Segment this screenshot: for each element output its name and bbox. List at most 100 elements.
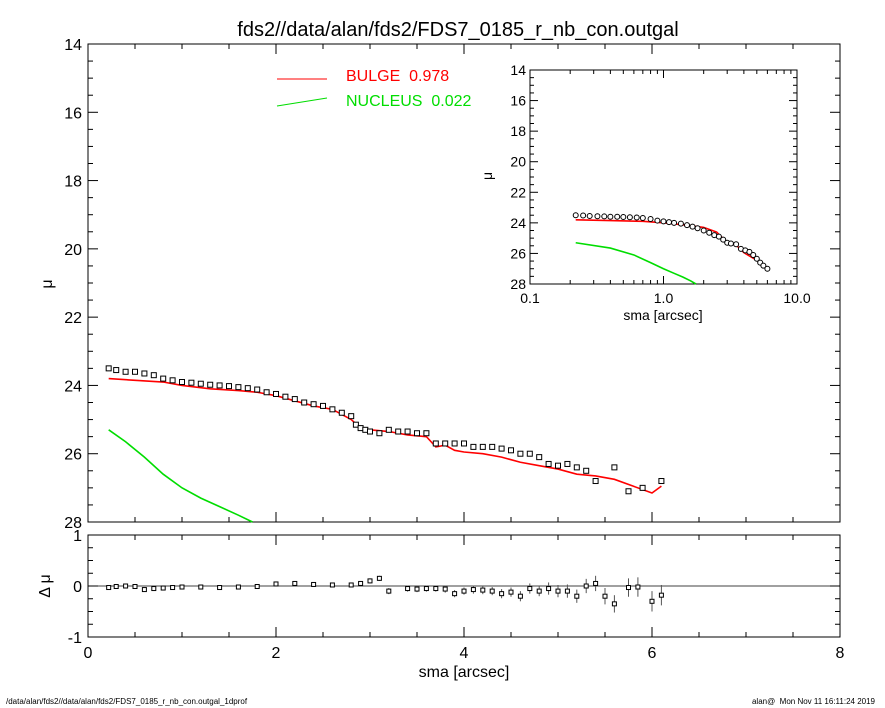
main-x-ticks xyxy=(87,44,841,522)
data-point xyxy=(150,372,157,379)
data-point xyxy=(113,367,120,374)
residual-point xyxy=(527,586,533,592)
data-point xyxy=(700,227,707,234)
residual-point xyxy=(329,582,335,588)
residual-point xyxy=(574,593,580,599)
y-tick-label: 22 xyxy=(64,310,82,327)
data-point xyxy=(607,213,614,220)
legend-nucleus-label: NUCLEUS 0.022 xyxy=(346,93,471,110)
data-point xyxy=(348,413,355,420)
data-point xyxy=(715,233,722,240)
inset-x-axis-label: sma [arcsec] xyxy=(623,307,702,323)
data-point xyxy=(310,401,317,408)
data-point xyxy=(479,443,486,450)
residual-point xyxy=(433,586,439,592)
data-point xyxy=(639,484,646,491)
data-point xyxy=(414,430,420,437)
data-point xyxy=(654,217,661,224)
data-point xyxy=(423,430,430,437)
residual-point xyxy=(452,591,458,597)
footer-file-path: /data/alan/fds2//data/alan/fds2/FDS7_018… xyxy=(6,697,248,706)
y-tick-label: 16 xyxy=(510,93,526,109)
main-y-ticks: 14 16 18 20 22 24 26 28 xyxy=(64,37,840,532)
residual-point xyxy=(414,586,420,592)
data-point xyxy=(753,255,760,262)
chart-title: fds2//data/alan/fds2/FDS7_0185_r_nb_con.… xyxy=(237,19,678,41)
data-point xyxy=(226,383,232,390)
data-point xyxy=(580,212,587,219)
residual-point xyxy=(626,585,631,591)
x-tick-label: 2 xyxy=(272,645,281,662)
data-point xyxy=(470,443,477,450)
x-tick-label: 0 xyxy=(84,645,93,662)
y-tick-label: 16 xyxy=(64,105,82,122)
data-point xyxy=(451,440,458,447)
residual-point xyxy=(358,580,364,586)
data-point xyxy=(572,212,579,219)
residual-point xyxy=(461,588,467,594)
data-point xyxy=(733,241,740,248)
data-point xyxy=(291,396,298,403)
data-point xyxy=(647,216,654,223)
residual-point xyxy=(235,584,241,590)
data-point xyxy=(592,478,599,485)
y-tick-label: 20 xyxy=(64,242,82,259)
y-tick-label: 24 xyxy=(64,378,82,395)
residual-point xyxy=(376,575,382,581)
residual-point xyxy=(611,601,617,607)
inset-plot-frame xyxy=(529,69,798,285)
x-tick-label: 0.1 xyxy=(520,290,540,306)
data-point xyxy=(660,218,667,225)
data-point xyxy=(132,368,138,375)
residual-point xyxy=(555,588,561,594)
residual-series xyxy=(106,575,664,613)
y-tick-label: 28 xyxy=(510,276,526,292)
data-point xyxy=(689,223,696,230)
residual-point xyxy=(198,584,204,590)
y-tick-label: -1 xyxy=(68,630,82,647)
data-point xyxy=(197,380,204,387)
footer-timestamp: alan@ Mon Nov 11 16:11:24 2019 xyxy=(751,697,875,706)
data-point xyxy=(263,389,270,396)
data-point xyxy=(639,214,646,221)
residual-point xyxy=(649,598,655,604)
data-point xyxy=(320,402,326,409)
data-point xyxy=(273,390,279,397)
residual-point xyxy=(367,578,373,584)
data-point xyxy=(620,214,627,221)
legend-bulge-label: BULGE 0.978 xyxy=(346,68,449,85)
inset-y-ticks: 14 16 18 20 22 24 26 28 xyxy=(510,62,797,292)
data-point xyxy=(489,443,496,450)
y-tick-label: 26 xyxy=(64,447,82,464)
data-point xyxy=(216,382,223,389)
y-tick-label: 24 xyxy=(510,215,526,231)
data-point xyxy=(671,219,678,226)
data-point xyxy=(508,447,514,454)
data-point xyxy=(746,248,753,255)
residual-point xyxy=(480,587,486,593)
x-tick-label: 10.0 xyxy=(783,290,810,306)
data-point xyxy=(677,220,684,227)
residual-y-axis-label: Δ μ xyxy=(37,574,54,597)
residual-point xyxy=(151,586,157,592)
data-point xyxy=(367,428,373,435)
y-tick-label: 1 xyxy=(73,528,82,545)
residual-point xyxy=(113,584,119,590)
data-point xyxy=(706,229,713,236)
main-plot: 14 16 18 20 22 24 26 28 μ BULGE 0.978 NUCLEUS 0… xyxy=(39,37,841,532)
x-tick-label: 1.0 xyxy=(654,290,674,306)
data-point xyxy=(611,464,618,471)
data-point xyxy=(179,379,185,386)
residual-point xyxy=(546,586,552,592)
main-y-axis-label: μ xyxy=(39,279,56,288)
data-point xyxy=(684,222,691,229)
residual-point xyxy=(292,580,298,586)
nucleus-line xyxy=(108,429,253,523)
data-point xyxy=(432,440,439,447)
data-point xyxy=(750,251,757,258)
data-point xyxy=(545,460,552,467)
x-tick-label: 8 xyxy=(836,645,845,662)
inset-x-ticks: 0.1 1.0 10.0 xyxy=(520,70,811,306)
